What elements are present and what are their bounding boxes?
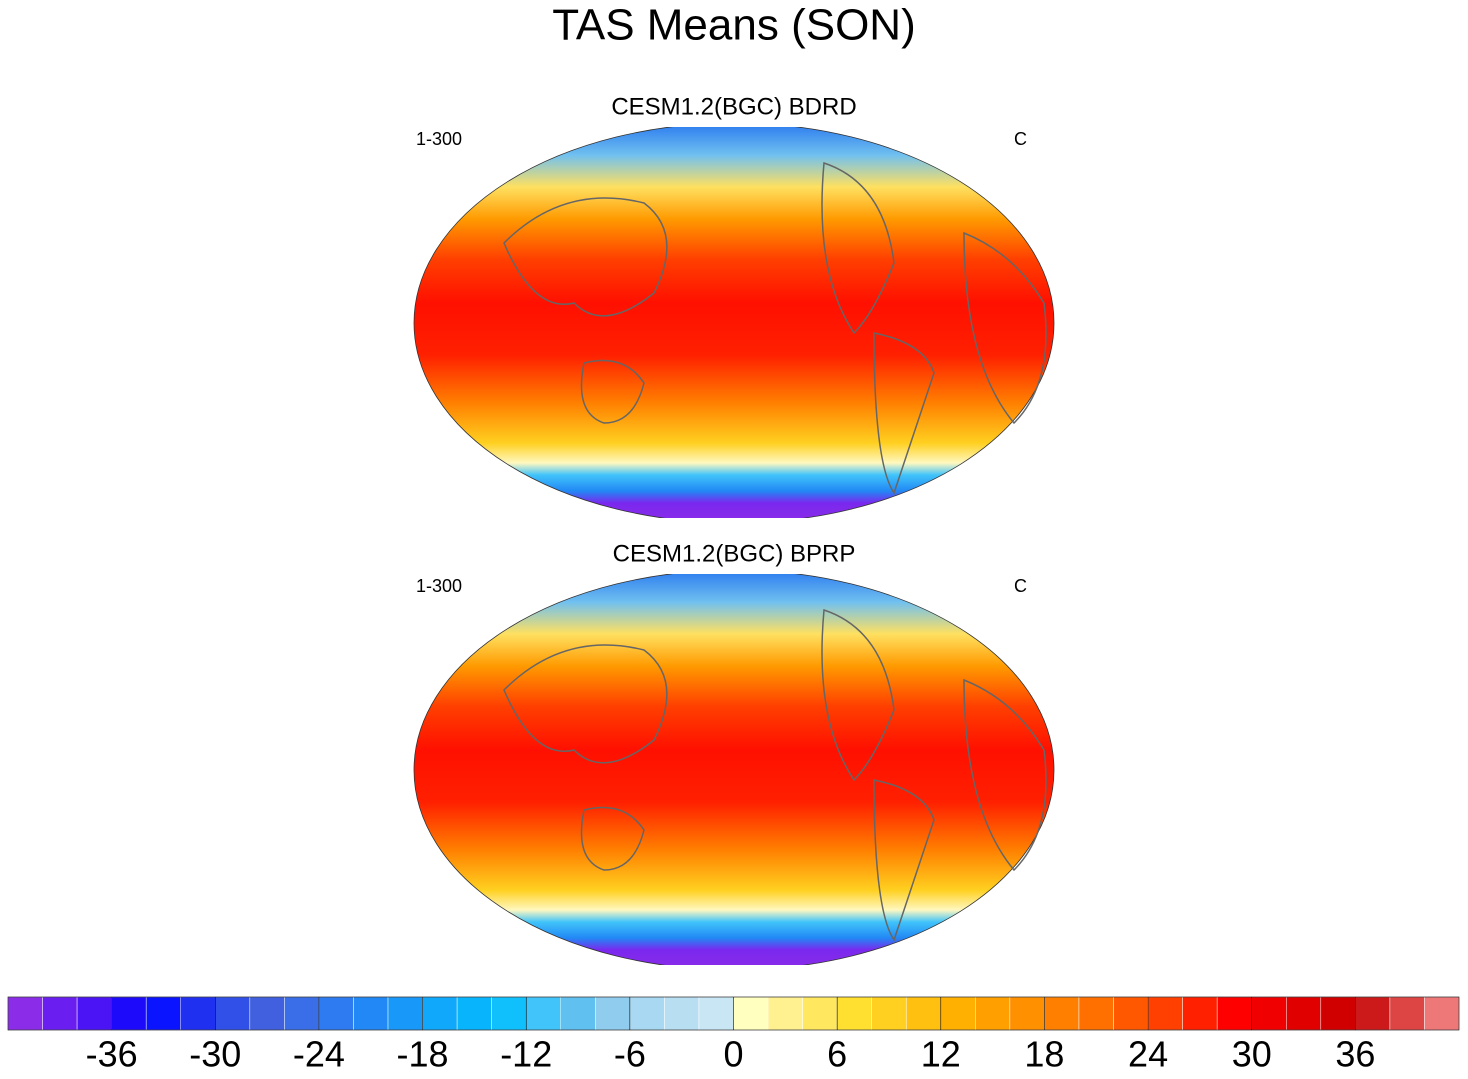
colorbar-tick-label: 0 — [723, 1034, 743, 1075]
colorbar-box — [560, 996, 596, 1031]
colorbar-box — [1147, 996, 1183, 1031]
colorbar-box — [1044, 996, 1080, 1031]
panel-left-label: 1-300 — [416, 129, 462, 149]
colorbar-tick-label: 12 — [921, 1034, 961, 1075]
colorbar-box — [491, 996, 527, 1031]
figure-title: TAS Means (SON) — [552, 1, 915, 50]
colorbar-tick-label: -30 — [189, 1034, 241, 1075]
colorbar-tick-label: -18 — [397, 1034, 449, 1075]
coastline — [821, 608, 895, 782]
colorbar-box — [318, 996, 354, 1031]
colorbar-box — [975, 996, 1011, 1031]
colorbar-box — [1216, 996, 1252, 1031]
colorbar-box — [525, 996, 562, 1031]
colorbar-box — [595, 996, 631, 1031]
colorbar-tick-label: 6 — [827, 1034, 847, 1075]
colorbar-box — [180, 996, 216, 1031]
colorbar-box — [76, 996, 112, 1031]
coastline — [873, 332, 935, 495]
colorbar-tick-label: -12 — [500, 1034, 552, 1075]
coastline — [873, 779, 935, 942]
colorbar-box — [871, 996, 907, 1031]
panel-title: CESM1.2(BGC) BPRP — [613, 540, 856, 567]
colorbar-tick-label: 30 — [1232, 1034, 1272, 1075]
colorbar-tick-label: -24 — [293, 1034, 345, 1075]
colorbar-box — [733, 996, 769, 1031]
colorbar-tick-label: 18 — [1024, 1034, 1064, 1075]
colorbar-box — [284, 996, 320, 1031]
coastline — [503, 197, 668, 317]
colorbar-box — [940, 996, 976, 1031]
map-field — [413, 574, 1055, 965]
coastline — [503, 644, 668, 764]
colorbar-box — [1182, 996, 1218, 1031]
colorbar-box — [1009, 996, 1045, 1031]
colorbar-box — [1078, 996, 1114, 1031]
colorbar-box — [215, 996, 251, 1031]
colorbar-box — [802, 996, 838, 1031]
panel-right-label: C — [1014, 129, 1027, 149]
colorbar-box — [1251, 996, 1287, 1031]
map-panel — [413, 127, 1055, 518]
colorbar-box — [1424, 996, 1460, 1031]
colorbar-box — [7, 996, 43, 1031]
colorbar-box — [249, 996, 285, 1031]
map-field — [413, 127, 1055, 518]
coastline — [580, 806, 645, 871]
map-panel — [413, 574, 1055, 965]
colorbar-box — [111, 996, 147, 1031]
coastline — [963, 678, 1047, 872]
colorbar-tick-label: 24 — [1128, 1034, 1168, 1075]
colorbar-box — [836, 996, 872, 1031]
coastline — [580, 359, 645, 424]
colorbar-box — [1320, 996, 1356, 1031]
coastline — [821, 161, 895, 335]
colorbar-tick-label: -36 — [86, 1034, 138, 1075]
colorbar-tick-label: 36 — [1335, 1034, 1375, 1075]
colorbar-box — [387, 996, 423, 1031]
colorbar-box — [664, 996, 700, 1031]
panel-left-label: 1-300 — [416, 576, 462, 596]
colorbar-box — [145, 996, 181, 1031]
colorbar-box — [456, 996, 492, 1031]
colorbar-box — [767, 996, 803, 1031]
colorbar-box — [1355, 996, 1391, 1031]
colorbar-box — [1389, 996, 1425, 1031]
panel-title: CESM1.2(BGC) BDRD — [611, 93, 856, 120]
colorbar-box — [629, 996, 665, 1031]
colorbar-box — [698, 996, 734, 1031]
colorbar-box — [422, 996, 458, 1031]
colorbar-box — [1113, 996, 1149, 1031]
colorbar-box — [905, 996, 942, 1031]
coastline — [963, 231, 1047, 425]
colorbar-box — [42, 996, 78, 1031]
colorbar-box — [353, 996, 389, 1031]
colorbar-box — [1286, 996, 1322, 1031]
panel-right-label: C — [1014, 576, 1027, 596]
colorbar-tick-label: -6 — [614, 1034, 646, 1075]
